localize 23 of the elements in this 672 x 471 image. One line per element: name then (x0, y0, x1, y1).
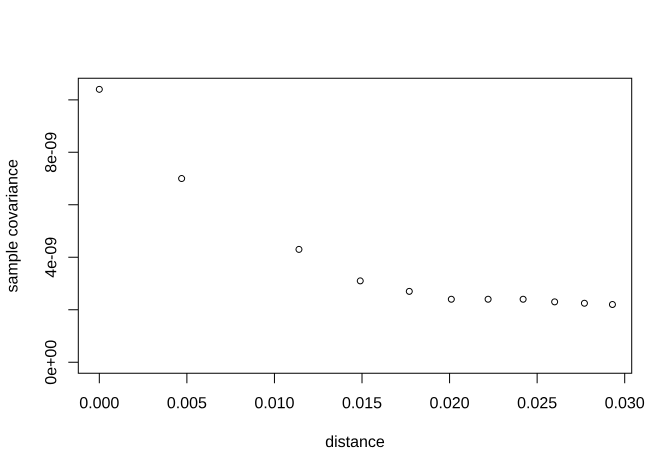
point (448, 296, 455, 303)
x-tick-label: 0.005 (167, 397, 206, 408)
x-tick-label: 0.010 (255, 397, 294, 408)
point (356, 277, 364, 284)
y-tick-label: 4e-09 (45, 238, 56, 278)
point (406, 288, 413, 295)
point (295, 246, 302, 253)
y-tick-label: 8e-09 (45, 132, 56, 172)
y-tick-label: 0e+00 (45, 340, 56, 384)
point (580, 300, 588, 307)
y-axis-title: sample covariance (6, 160, 21, 292)
point (96, 86, 103, 93)
point (484, 296, 492, 303)
x-tick-label: 0.000 (80, 397, 119, 408)
x-tick-label: 0.020 (430, 397, 469, 408)
x-tick-label: 0.025 (518, 397, 556, 408)
point (551, 298, 558, 306)
point (520, 296, 527, 303)
x-tick-label: 0.030 (605, 397, 644, 408)
point (178, 175, 186, 182)
x-axis-title: distance (326, 435, 384, 448)
x-tick-label: 0.015 (342, 397, 382, 408)
point (608, 301, 616, 308)
